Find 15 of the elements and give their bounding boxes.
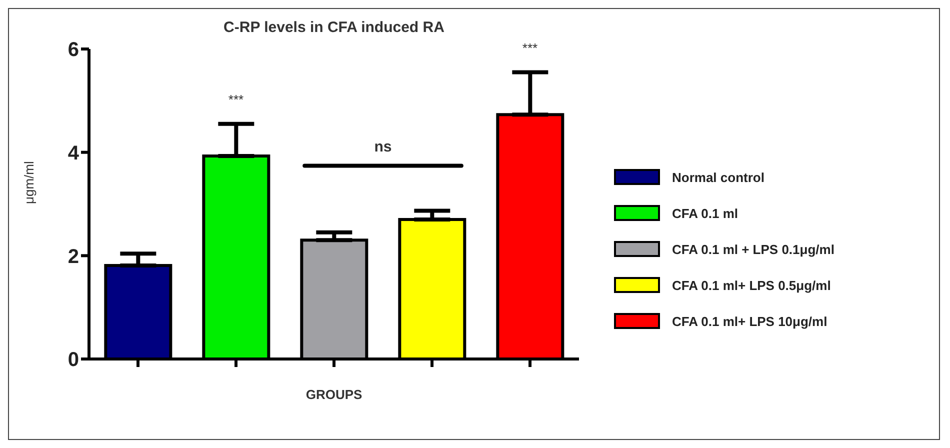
legend-label: CFA 0.1 ml bbox=[672, 206, 738, 220]
y-tick-label: 6 bbox=[68, 39, 79, 62]
legend-label: CFA 0.1 ml + LPS 0.1μg/ml bbox=[672, 242, 834, 256]
annotation: ns bbox=[374, 138, 392, 156]
y-tick-label: 0 bbox=[68, 349, 79, 372]
annotation: *** bbox=[522, 40, 538, 56]
chart-title: C-RP levels in CFA induced RA bbox=[222, 19, 446, 36]
y-axis-title: μgm/ml bbox=[22, 161, 37, 204]
annotation: *** bbox=[228, 92, 244, 107]
legend-label: CFA 0.1 ml+ LPS 0.5μg/ml bbox=[672, 278, 831, 292]
y-tick-label: 2 bbox=[68, 246, 79, 268]
y-tick-label: 4 bbox=[68, 142, 80, 164]
x-axis-title: GROUPS bbox=[306, 387, 362, 402]
legend-label: Normal control bbox=[672, 170, 764, 184]
legend-label: CFA 0.1 ml+ LPS 10μg/ml bbox=[672, 314, 828, 328]
